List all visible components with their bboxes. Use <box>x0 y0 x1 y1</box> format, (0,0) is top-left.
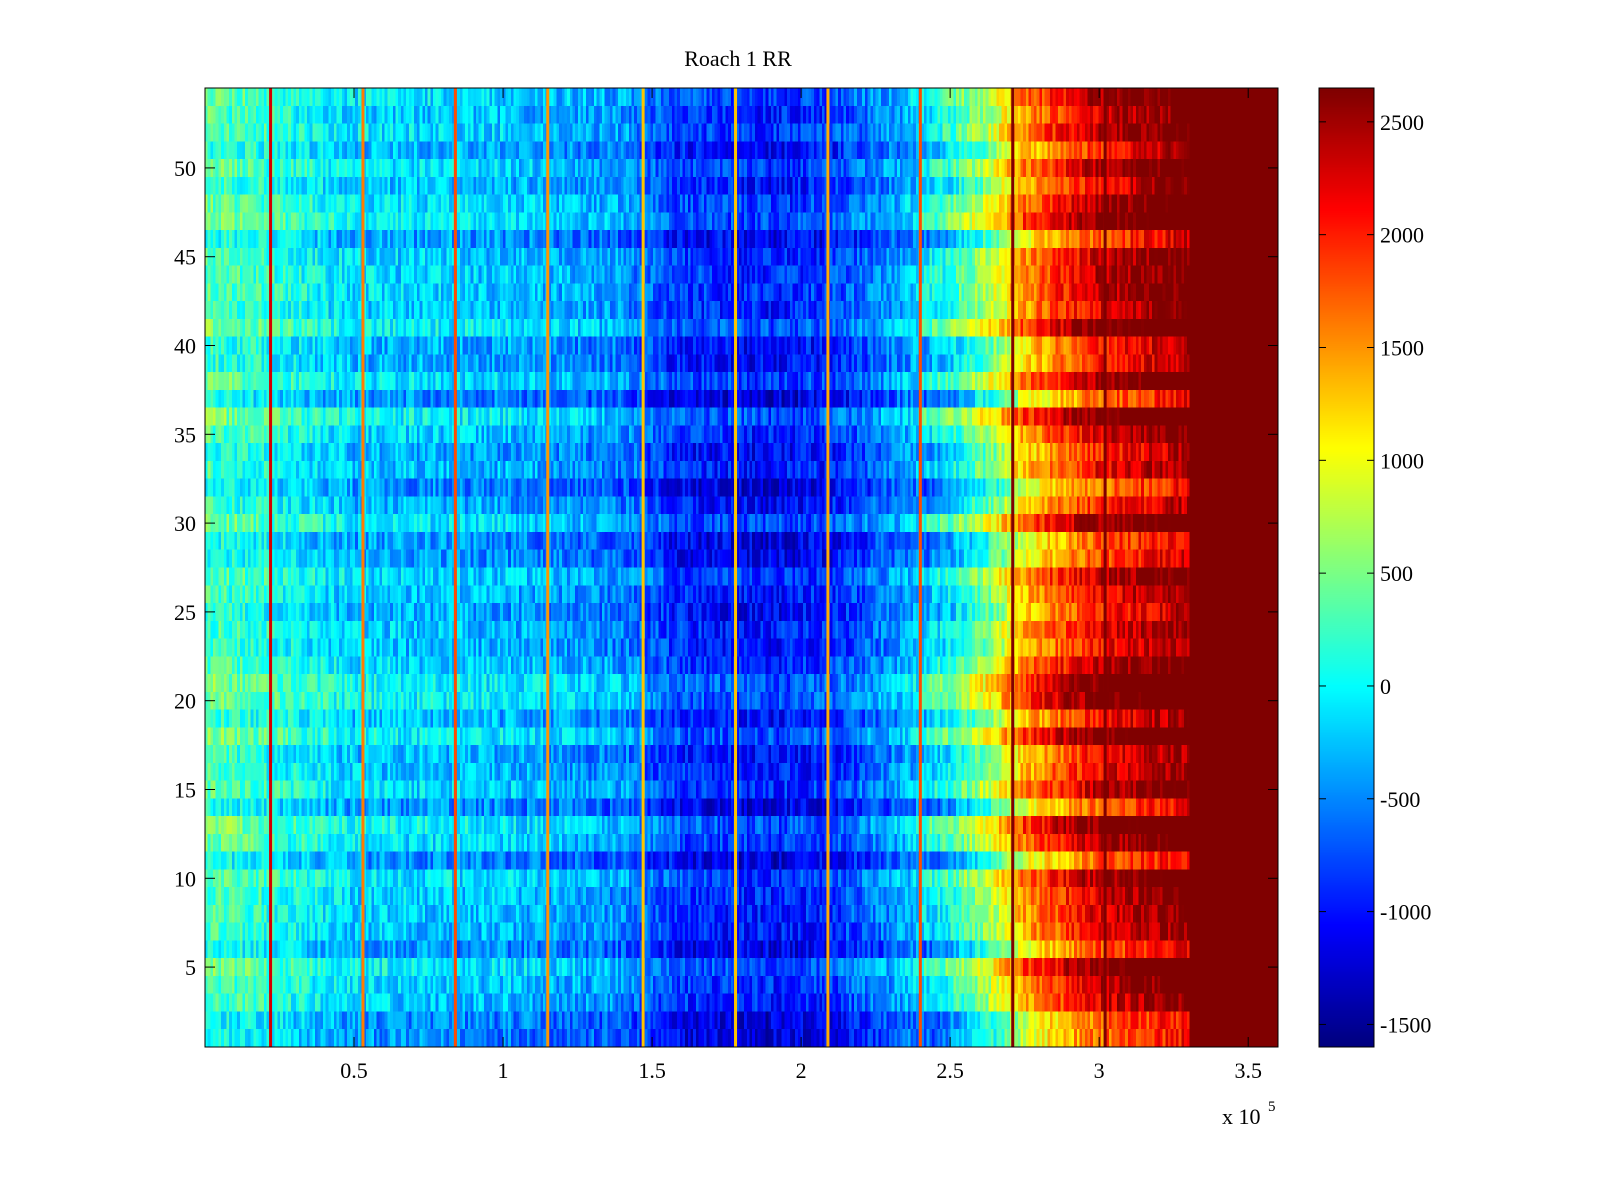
colorbar-tick-label: 500 <box>1380 561 1413 586</box>
x-tick-label: 1.5 <box>638 1058 666 1083</box>
y-tick-label: 10 <box>174 866 196 891</box>
colorbar-tick-label: 2500 <box>1380 110 1424 135</box>
colorbar-tick-label: -1500 <box>1380 1012 1431 1037</box>
x-axis: 0.5 1 1.5 2 2.5 3 3.5 <box>340 88 1262 1083</box>
x-multiplier-base: x 10 <box>1222 1104 1261 1129</box>
x-multiplier-exponent: 5 <box>1268 1099 1276 1115</box>
y-tick-label: 45 <box>174 245 196 270</box>
y-tick-label: 25 <box>174 600 196 625</box>
heatmap-cells <box>205 88 1278 1047</box>
colorbar-ticks: -1500 -1000 -500 0 500 1000 1500 2000 2500 <box>1319 110 1431 1037</box>
x-tick-label: 2 <box>796 1058 807 1083</box>
x-tick-label: 3 <box>1094 1058 1105 1083</box>
y-tick-label: 20 <box>174 689 196 714</box>
colorbar-gradient <box>1319 88 1374 1047</box>
colorbar-tick-label: -1000 <box>1380 900 1431 925</box>
y-tick-label: 35 <box>174 422 196 447</box>
stripe-layer <box>269 88 1107 1047</box>
y-tick-label: 30 <box>174 511 196 536</box>
y-tick-label: 40 <box>174 334 196 359</box>
colorbar: -1500 -1000 -500 0 500 1000 1500 2000 2500 <box>1318 87 1431 1048</box>
y-tick-label: 15 <box>174 777 196 802</box>
y-axis: 5 10 15 20 25 30 35 40 45 50 <box>174 156 1278 980</box>
colorbar-tick-label: 1500 <box>1380 335 1424 360</box>
heatmap-plot <box>204 87 1279 1048</box>
plot-frame <box>204 87 1279 1048</box>
y-tick-label: 5 <box>185 955 196 980</box>
x-tick-label: 2.5 <box>936 1058 964 1083</box>
colorbar-tick-label: 2000 <box>1380 223 1424 248</box>
chart-title: Roach 1 RR <box>684 46 792 71</box>
y-tick-label: 50 <box>174 156 196 181</box>
x-axis-multiplier: x 10 5 <box>1222 1099 1276 1129</box>
x-tick-label: 0.5 <box>340 1058 368 1083</box>
x-tick-label: 1 <box>498 1058 509 1083</box>
colorbar-frame <box>1318 87 1375 1048</box>
x-tick-label: 3.5 <box>1234 1058 1262 1083</box>
colorbar-tick-label: -500 <box>1380 787 1420 812</box>
colorbar-tick-label: 1000 <box>1380 448 1424 473</box>
colorbar-tick-label: 0 <box>1380 674 1391 699</box>
